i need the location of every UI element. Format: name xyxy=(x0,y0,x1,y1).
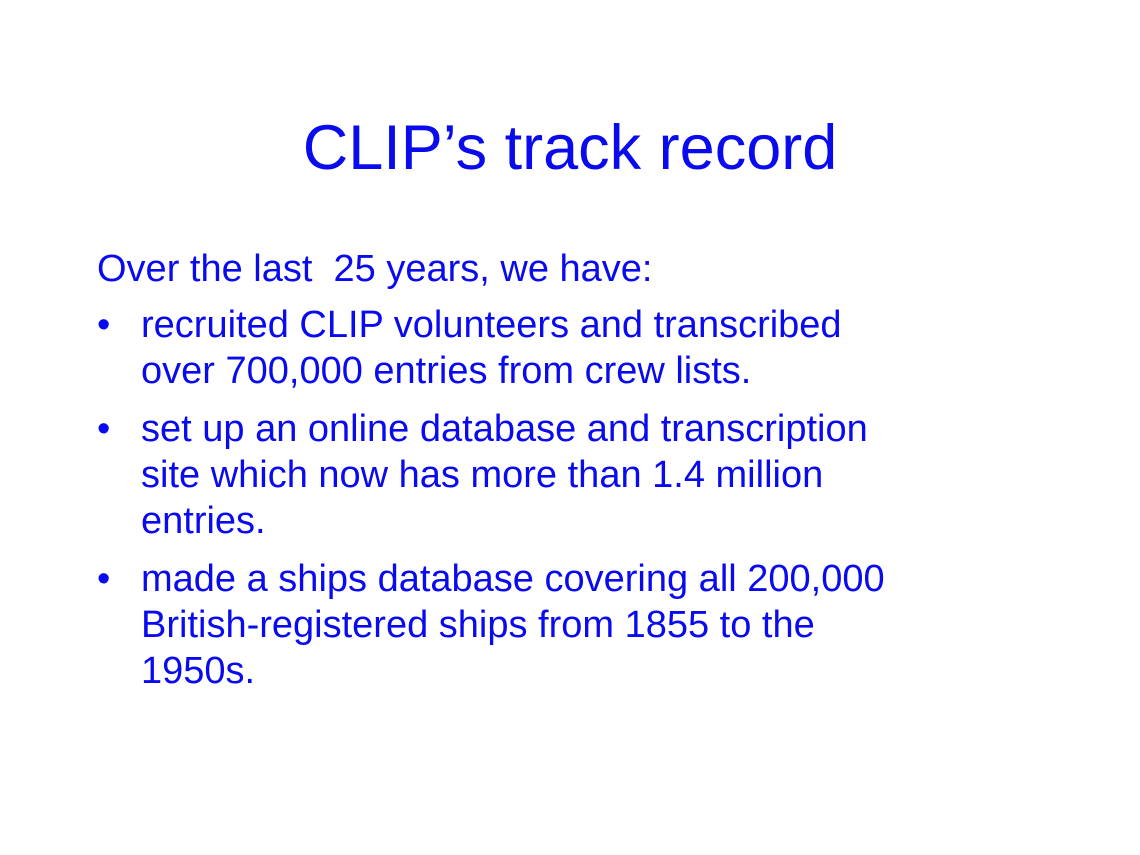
bullet-dot-icon: • xyxy=(97,408,111,450)
bullet-list: • recruited CLIP volunteers and transcri… xyxy=(97,302,1057,694)
bullet-item: • made a ships database covering all 200… xyxy=(97,556,1057,694)
intro-text: Over the last 25 years, we have: xyxy=(97,248,653,290)
bullet-line: made a ships database covering all 200,0… xyxy=(141,558,885,600)
bullet-dot-icon: • xyxy=(97,558,111,600)
bullet-line: site which now has more than 1.4 million xyxy=(141,454,824,496)
bullet-dot-icon: • xyxy=(97,304,111,346)
bullet-line: 1950s. xyxy=(141,650,256,692)
bullet-line: recruited CLIP volunteers and transcribe… xyxy=(141,304,842,346)
slide-title: CLIP’s track record xyxy=(302,113,838,183)
slide-body: Over the last 25 years, we have: • recru… xyxy=(97,246,1057,706)
bullet-item: • set up an online database and transcri… xyxy=(97,406,1057,544)
bullet-line: entries. xyxy=(141,500,266,542)
bullet-item: • recruited CLIP volunteers and transcri… xyxy=(97,302,1057,394)
bullet-line: over 700,000 entries from crew lists. xyxy=(141,350,752,392)
bullet-line: British-registered ships from 1855 to th… xyxy=(141,604,815,646)
bullet-line: set up an online database and transcript… xyxy=(141,408,868,450)
